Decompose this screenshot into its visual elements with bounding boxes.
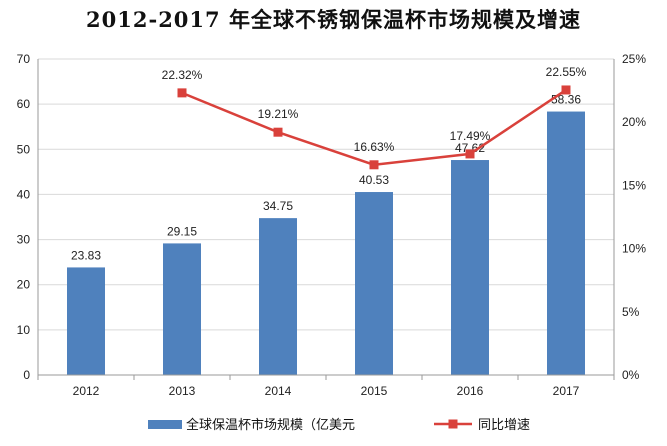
y-left-tick-label: 40 (17, 187, 31, 201)
y-right-tick-label: 0% (622, 368, 640, 382)
x-tick-label: 2017 (553, 384, 580, 398)
growth-point (465, 149, 475, 159)
x-tick-label: 2013 (169, 384, 196, 398)
growth-point (177, 88, 187, 98)
x-tick-label: 2016 (457, 384, 484, 398)
bar (547, 111, 585, 375)
growth-value-label: 17.49% (450, 129, 491, 143)
y-right-tick-label: 25% (622, 52, 646, 66)
chart-title: 2012-2017 年全球不锈钢保温杯市场规模及增速 (86, 7, 581, 32)
bar-value-label: 34.75 (263, 199, 293, 213)
bar (259, 218, 297, 375)
y-right-tick-label: 5% (622, 305, 640, 319)
x-tick-label: 2012 (73, 384, 100, 398)
bar (355, 192, 393, 375)
growth-point (273, 127, 283, 137)
bar (163, 243, 201, 375)
legend-bar-label: 全球保温杯市场规模（亿美元 (186, 417, 355, 433)
bar-value-label: 23.83 (71, 248, 101, 262)
bar (67, 267, 105, 375)
legend-line-label: 同比增速 (478, 418, 530, 433)
growth-point (369, 160, 379, 170)
bar-value-label: 58.36 (551, 93, 581, 107)
y-left-tick-label: 30 (17, 233, 31, 247)
y-left-tick-label: 70 (17, 52, 31, 66)
y-right-tick-label: 20% (622, 115, 646, 129)
bar-value-label: 47.62 (455, 141, 485, 155)
growth-value-label: 16.63% (354, 140, 395, 154)
legend-line-marker (448, 419, 458, 429)
y-right-tick-label: 15% (622, 178, 646, 192)
bar-value-label: 40.53 (359, 173, 389, 187)
y-left-tick-label: 10 (17, 323, 31, 337)
growth-point (561, 85, 571, 95)
x-tick-label: 2015 (361, 384, 388, 398)
x-tick-label: 2014 (265, 384, 292, 398)
bar-value-label: 29.15 (167, 224, 197, 238)
bar (451, 160, 489, 375)
legend-bar-swatch (148, 420, 182, 429)
growth-value-label: 22.55% (546, 65, 587, 79)
y-left-tick-label: 20 (17, 278, 31, 292)
growth-value-label: 19.21% (258, 107, 299, 121)
growth-value-label: 22.32% (162, 68, 203, 82)
y-left-tick-label: 50 (17, 142, 31, 156)
y-left-tick-label: 0 (23, 368, 30, 382)
y-left-tick-label: 60 (17, 97, 31, 111)
y-right-tick-label: 10% (622, 242, 646, 256)
